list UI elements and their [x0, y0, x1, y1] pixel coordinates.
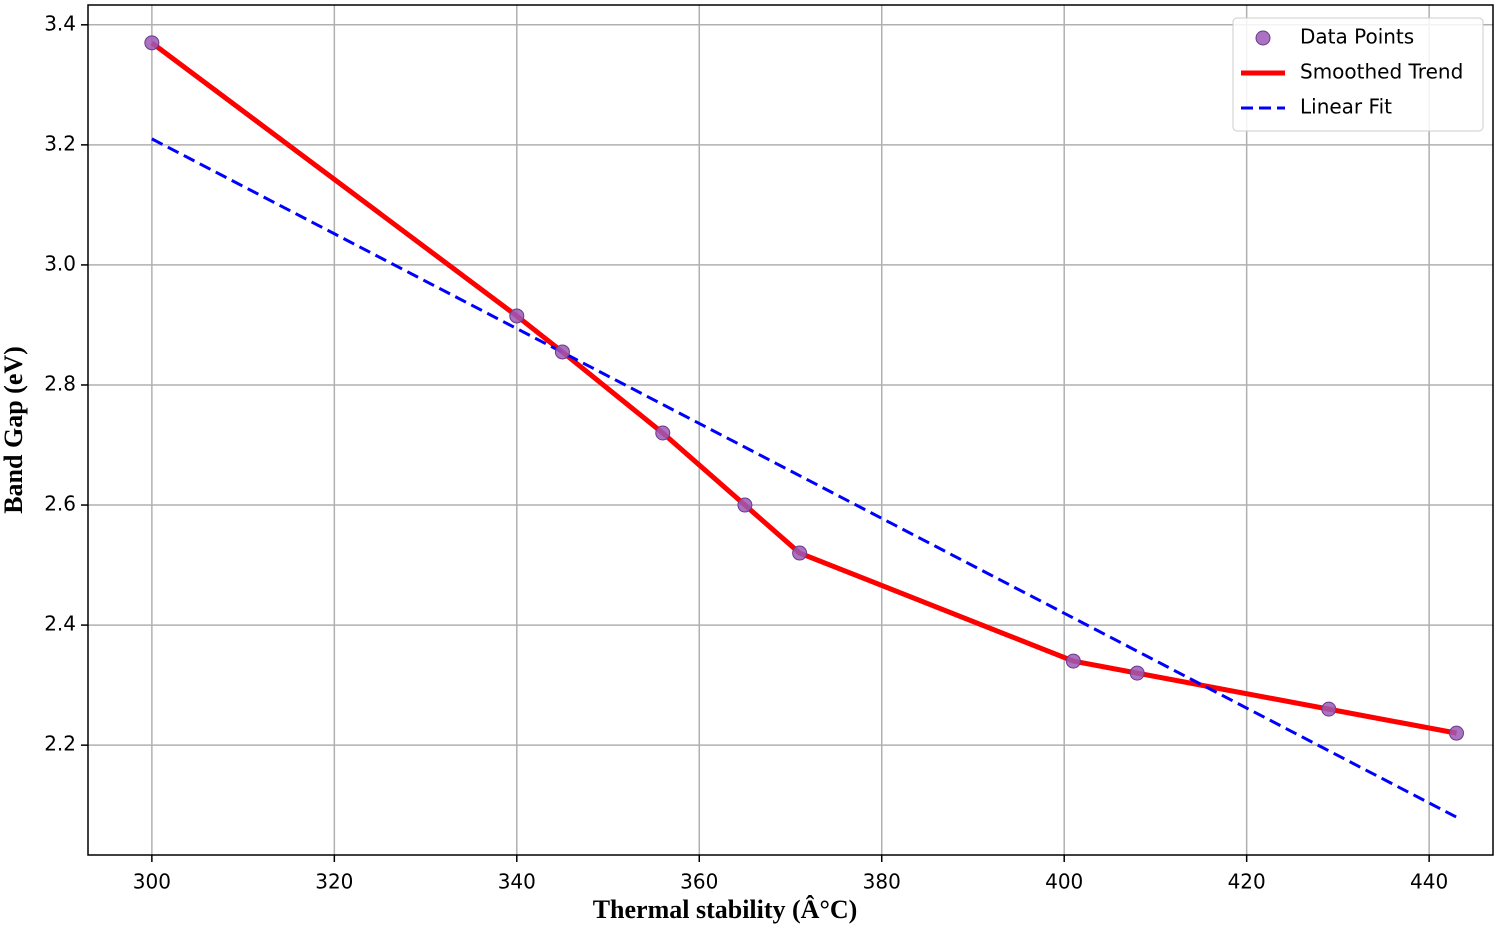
x-tick-label: 400	[1045, 870, 1083, 894]
y-tick-label: 2.4	[44, 612, 76, 636]
data-point	[655, 425, 671, 441]
x-axis-title: Thermal stability (Â°C)	[593, 895, 858, 924]
series-line	[150, 40, 1457, 736]
x-tick-label: 420	[1228, 870, 1266, 894]
y-tick-label: 2.2	[44, 732, 76, 756]
data-point	[554, 344, 570, 360]
data-point	[144, 35, 160, 51]
legend-label: Smoothed Trend	[1300, 60, 1463, 84]
data-point	[509, 308, 525, 324]
x-tick-label: 340	[498, 870, 536, 894]
x-tick-label: 320	[315, 870, 353, 894]
x-tick-label: 300	[133, 870, 171, 894]
data-point	[1321, 701, 1337, 717]
data-point	[737, 497, 753, 513]
y-tick-label: 3.2	[44, 131, 76, 155]
y-axis-title: Band Gap (eV)	[0, 346, 28, 514]
legend-label: Data Points	[1300, 25, 1414, 49]
y-tick-label: 3.4	[44, 11, 76, 35]
legend: Data Points Smoothed Trend Linear Fit	[1232, 17, 1484, 132]
x-tick-label: 440	[1410, 870, 1448, 894]
data-point	[1129, 665, 1145, 681]
y-tick-label: 2.8	[44, 371, 76, 395]
data-point	[792, 545, 808, 561]
series-line	[151, 137, 1458, 819]
legend-marker	[1255, 30, 1271, 46]
legend-label: Linear Fit	[1300, 95, 1392, 119]
y-tick-label: 2.6	[44, 492, 76, 516]
x-tick-label: 360	[680, 870, 718, 894]
data-point	[1065, 653, 1081, 669]
plot-frame	[87, 4, 1494, 856]
x-tick-label: 380	[863, 870, 901, 894]
data-point	[1449, 725, 1465, 741]
legend-box	[1232, 17, 1484, 132]
y-tick-label: 3.0	[44, 251, 76, 275]
